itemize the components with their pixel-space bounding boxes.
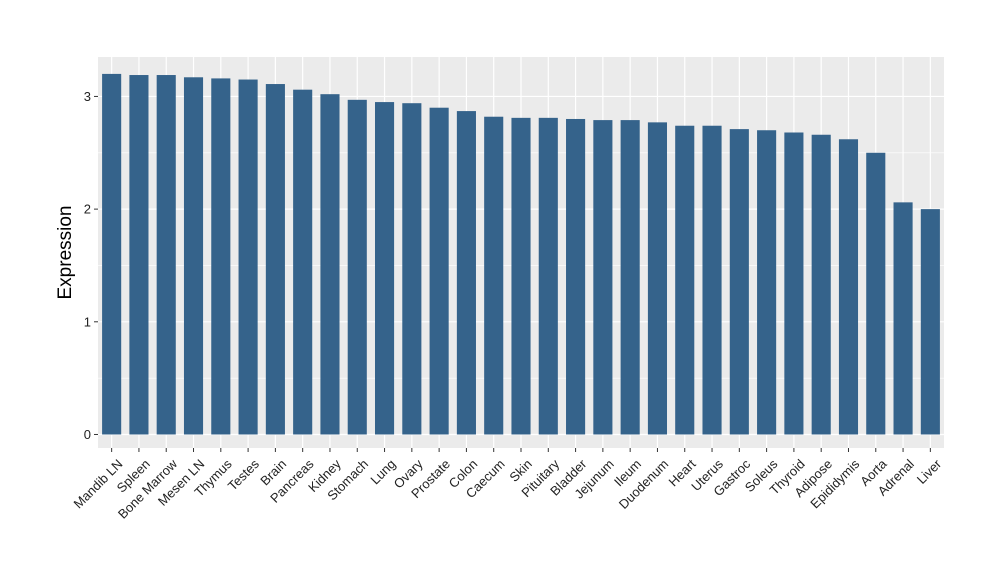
bar xyxy=(702,125,722,435)
bar xyxy=(156,75,176,435)
bars xyxy=(102,73,940,435)
x-tick-label: Liver xyxy=(914,456,945,487)
bar xyxy=(211,78,231,435)
bar xyxy=(811,134,831,435)
bar xyxy=(866,152,886,435)
bar xyxy=(838,139,859,435)
bar xyxy=(757,130,777,435)
bar xyxy=(293,89,313,435)
bar xyxy=(429,107,449,435)
bar xyxy=(729,129,749,435)
bar xyxy=(183,77,204,435)
bar xyxy=(620,120,640,435)
bar xyxy=(347,99,367,435)
bar xyxy=(784,132,804,435)
bar xyxy=(129,75,149,435)
y-tick-label: 3 xyxy=(84,89,91,104)
bar xyxy=(102,73,122,435)
bar xyxy=(593,120,613,435)
bar xyxy=(456,111,476,435)
bar xyxy=(374,102,395,435)
bar xyxy=(484,116,504,435)
bar xyxy=(265,84,285,435)
bar xyxy=(538,117,558,435)
bar xyxy=(238,79,258,435)
bar xyxy=(566,118,586,435)
bar xyxy=(893,202,913,435)
y-tick-label: 1 xyxy=(84,314,91,329)
bar xyxy=(320,94,340,435)
y-axis-title: Expression xyxy=(55,206,76,300)
bar xyxy=(675,125,695,435)
bar xyxy=(511,117,531,435)
y-tick-label: 0 xyxy=(84,427,91,442)
y-tick-label: 2 xyxy=(84,202,91,217)
bar xyxy=(402,103,422,435)
bar xyxy=(647,122,668,435)
bar xyxy=(920,209,940,435)
x-tick-label: Testes xyxy=(225,456,263,494)
